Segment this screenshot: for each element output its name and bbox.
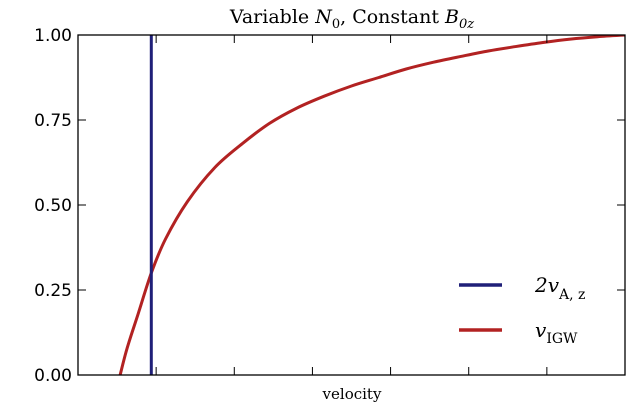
y-tick-label: 0.75	[34, 111, 72, 131]
title-var-n: N	[314, 6, 333, 28]
legend-label-2va: 2vA, z	[534, 273, 585, 303]
y-tick-label: 0.50	[34, 196, 72, 216]
title-var-b: B	[444, 6, 459, 28]
legend-label-2va-sub: A, z	[558, 287, 585, 303]
title-sub-b: 0z	[459, 17, 474, 32]
y-tick-label: 1.00	[34, 26, 72, 46]
chart-title: Variable N0, Constant B0z	[229, 6, 474, 32]
series-vigw-line	[118, 35, 625, 375]
y-tick-label: 0.25	[34, 281, 72, 301]
legend-label-2va-main: 2v	[534, 273, 560, 297]
title-middle: , Constant	[340, 6, 445, 28]
title-prefix: Variable	[229, 6, 315, 28]
y-tick-label: 0.00	[34, 366, 72, 386]
legend-label-vigw-main: v	[535, 318, 547, 342]
legend: 2vA, z vIGW	[459, 273, 585, 347]
legend-label-vigw: vIGW	[535, 318, 578, 347]
legend-label-vigw-sub: IGW	[546, 331, 578, 347]
x-axis-label: velocity	[322, 385, 382, 403]
title-sub-n: 0	[332, 17, 340, 32]
